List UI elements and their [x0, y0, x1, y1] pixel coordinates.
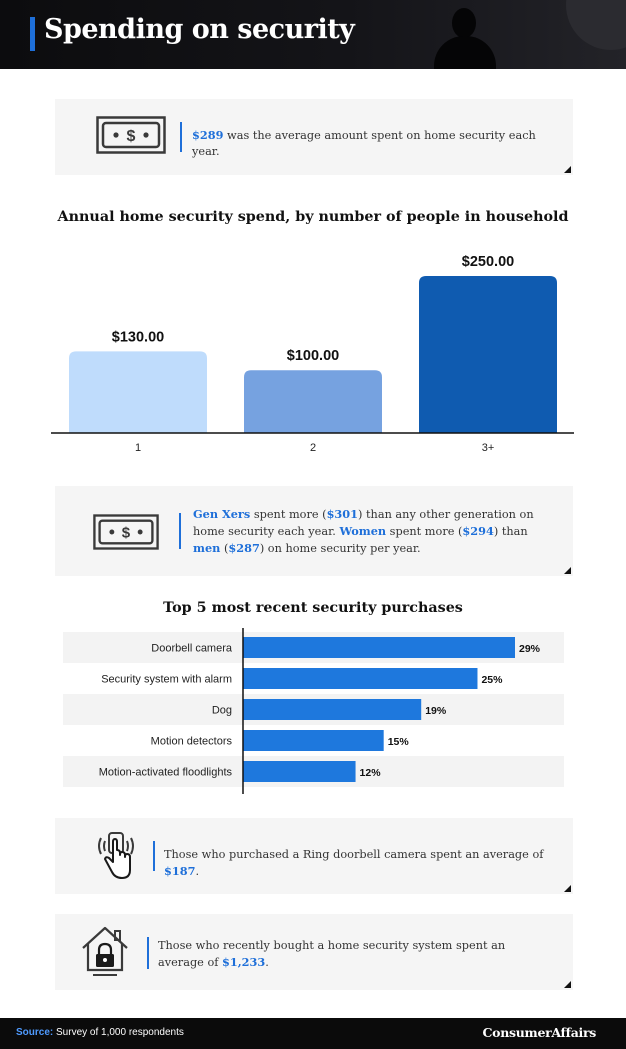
footer: Source: Survey of 1,000 respondents Cons… [0, 1018, 626, 1049]
category-label-5: Motion-activated floodlights [99, 767, 233, 779]
chart1-title: Annual home security spend, by number of… [57, 209, 569, 225]
hand-tap-icon [98, 832, 134, 879]
callout-ring-doorbell: Those who purchased a Ring doorbell came… [55, 818, 573, 894]
svg-text:$: $ [122, 525, 131, 542]
bar-1 [69, 351, 207, 433]
callout-divider [147, 937, 149, 969]
corner-marker [564, 166, 571, 173]
hbar-3 [243, 699, 422, 720]
hbar-4 [243, 730, 384, 751]
header-decoration [566, 0, 626, 50]
callout-security-system: Those who recently bought a home securit… [55, 914, 573, 990]
x-tick-label-3+: 3+ [482, 442, 495, 454]
category-label-2: Security system with alarm [101, 674, 232, 686]
brand-logo: ConsumerAffairs [482, 1025, 597, 1040]
callout-divider [153, 841, 155, 871]
corner-marker [564, 885, 571, 892]
svg-text:$: $ [127, 128, 136, 145]
value-label-4: 15% [388, 736, 410, 748]
x-tick-label-2: 2 [310, 442, 316, 454]
callout-generation-spend: $ Gen Xers spent more ($301) than any ot… [55, 486, 573, 576]
value-label-1: 29% [519, 643, 541, 655]
data-label-1: $130.00 [112, 329, 164, 345]
highlight-value: $289 [192, 128, 224, 142]
data-label-3+: $250.00 [462, 254, 514, 270]
bar-3+ [419, 276, 557, 433]
value-label-2: 25% [481, 674, 503, 686]
callout-text: Those who purchased a Ring doorbell came… [164, 848, 544, 878]
hbar-2 [243, 668, 478, 689]
corner-marker [564, 981, 571, 988]
x-tick-label-1: 1 [135, 442, 141, 454]
bar-2 [244, 370, 382, 433]
horizontal-bar-chart: Doorbell camera 29% Security system with a… [63, 628, 564, 794]
callout-divider [180, 122, 182, 152]
value-label-5: 12% [360, 767, 382, 779]
chart2-title: Top 5 most recent security purchases [163, 600, 463, 616]
vertical-bar-chart: $130.00 1 $100.00 2 $250.00 3+ [51, 254, 574, 454]
money-bill-icon: $ [93, 514, 159, 550]
page-title: Spending on security [44, 14, 355, 45]
hbar-5 [243, 761, 356, 782]
category-label-4: Motion detectors [151, 736, 233, 748]
corner-marker [564, 567, 571, 574]
house-lock-icon [82, 926, 128, 976]
callout-text: Those who recently bought a home securit… [158, 939, 506, 969]
category-label-1: Doorbell camera [151, 643, 233, 655]
header-banner: Spending on security [0, 0, 626, 69]
hbar-1 [243, 637, 515, 658]
header-silhouette-image [430, 6, 500, 69]
header-accent-bar [30, 17, 35, 51]
callout-text: $289 was the average amount spent on hom… [192, 128, 536, 158]
value-label-3: 19% [425, 705, 447, 717]
money-bill-icon: $ [96, 116, 166, 154]
category-label-3: Dog [212, 705, 232, 717]
source-note: Source: Survey of 1,000 respondents [16, 1027, 184, 1038]
callout-average-spend: $ $289 was the average amount spent on h… [55, 99, 573, 175]
data-label-2: $100.00 [287, 348, 339, 364]
callout-divider [179, 513, 181, 549]
callout-text: Gen Xers spent more ($301) than any othe… [193, 507, 534, 555]
